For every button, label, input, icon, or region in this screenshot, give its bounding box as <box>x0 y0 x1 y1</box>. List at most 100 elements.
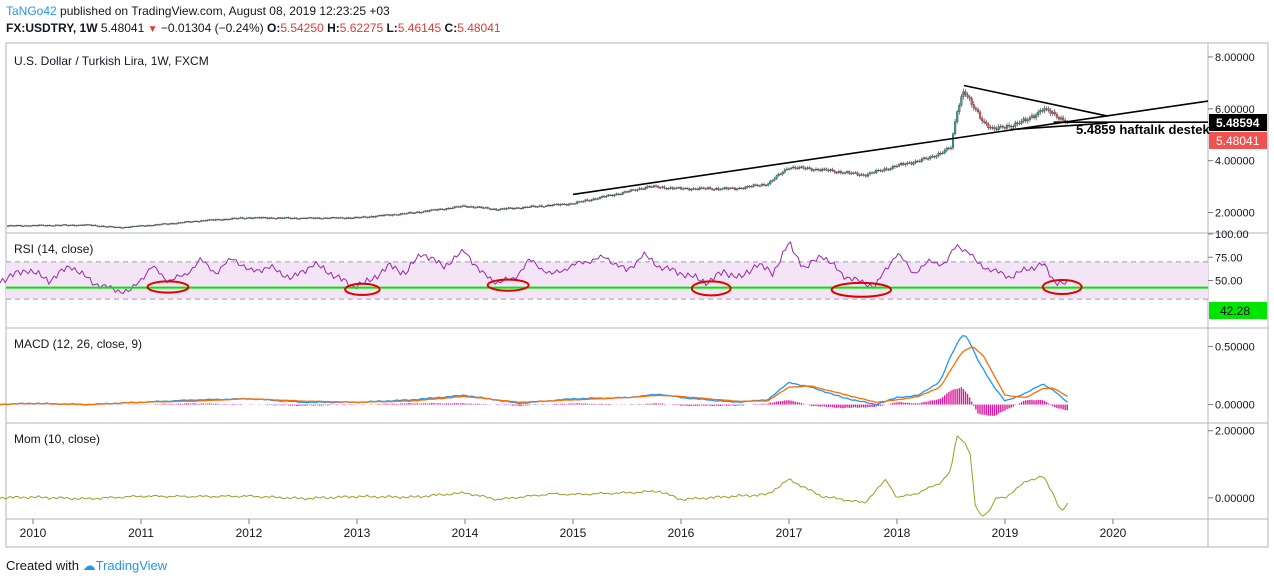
candle-body <box>247 217 251 219</box>
candle-body <box>100 225 103 227</box>
candle-body <box>565 204 568 206</box>
candle-body <box>686 188 689 190</box>
candle-body <box>490 208 494 211</box>
candle-body <box>584 199 587 202</box>
candle-body <box>123 227 126 229</box>
candle-body <box>395 214 398 216</box>
candle-body <box>910 162 913 165</box>
candle-body <box>154 224 157 226</box>
candle-body <box>1030 115 1034 118</box>
candle-body <box>389 214 392 216</box>
candle-body <box>517 207 521 209</box>
candle-body <box>628 191 631 193</box>
candle-body <box>879 169 882 172</box>
candle-body <box>931 156 934 158</box>
candle-body <box>738 187 741 189</box>
candle-body <box>422 211 425 213</box>
candle-body <box>684 188 687 190</box>
candle-body <box>976 109 980 113</box>
candle-body <box>121 227 124 229</box>
candle-body <box>418 211 421 213</box>
high-label: H: <box>327 21 340 35</box>
candle-body <box>295 217 298 220</box>
candle-body <box>137 225 140 227</box>
x-tick-label: 2020 <box>1100 526 1127 540</box>
candle-body <box>617 193 620 195</box>
candle-body <box>102 225 105 227</box>
candle-body <box>198 221 201 223</box>
candle-body <box>787 168 791 170</box>
candle-body <box>445 208 448 210</box>
candle-body <box>343 218 346 220</box>
candle-body <box>56 224 59 226</box>
candle-body <box>241 217 244 219</box>
candle-body <box>484 207 487 209</box>
candle-body <box>831 169 834 171</box>
candle-body <box>7 225 10 227</box>
candle-body <box>960 96 963 106</box>
candle-body <box>949 147 953 149</box>
candle-body <box>19 225 22 227</box>
candle-body <box>825 168 828 171</box>
candle-body <box>401 213 404 215</box>
candle-body <box>237 218 240 220</box>
candle-body <box>827 169 830 172</box>
candle-body <box>652 185 656 188</box>
candle-body <box>902 162 905 165</box>
publish-info: TaNGo42 published on TradingView.com, Au… <box>6 4 390 18</box>
candle-body <box>802 166 805 169</box>
candle-body <box>447 207 450 210</box>
candle-body <box>866 173 869 177</box>
candle-body <box>252 217 255 219</box>
candle-body <box>1010 126 1013 128</box>
author-link[interactable]: TaNGo42 <box>6 4 57 18</box>
rsi-highlight-ellipse-2016 <box>690 280 732 297</box>
candle-body <box>912 162 915 165</box>
candle-body <box>542 206 545 208</box>
candle-body <box>36 225 39 227</box>
open-value: 5.54250 <box>280 21 324 35</box>
candle-body <box>1035 114 1038 118</box>
candle-body <box>331 217 334 219</box>
candle-body <box>814 168 818 171</box>
candle-body <box>29 225 32 227</box>
trendlines[interactable] <box>572 84 1209 196</box>
candle-body <box>44 225 47 227</box>
candle-body <box>85 224 89 226</box>
candle-body <box>374 216 377 218</box>
candle-body <box>177 222 180 224</box>
tradingview-link[interactable]: TradingView <box>95 558 168 573</box>
candle-body <box>393 214 396 216</box>
candle-body <box>958 104 961 112</box>
candle-body <box>316 217 319 219</box>
rsi-highlight-ellipse-2013 <box>344 282 381 296</box>
candle-body <box>636 189 639 191</box>
candle-body <box>790 167 793 169</box>
y-tick-label-mom: 2.00000 <box>1215 426 1255 438</box>
candle-body <box>127 226 130 228</box>
candle-body <box>196 220 199 222</box>
rsi-value-badge-label: 42.28 <box>1220 304 1250 318</box>
trendline-rising-support <box>572 100 1209 196</box>
candle-body <box>206 219 209 222</box>
candle-body <box>891 165 894 169</box>
candle-body <box>324 217 327 219</box>
x-tick-label: 2019 <box>992 526 1019 540</box>
candle-body <box>73 224 76 226</box>
candle-body <box>607 194 610 197</box>
candle-body <box>54 224 57 226</box>
candle-body <box>472 206 475 208</box>
candle-body <box>704 188 707 190</box>
candle-body <box>553 204 556 206</box>
candle-body <box>50 225 53 227</box>
candle-body <box>104 226 107 228</box>
candle-body <box>760 184 764 186</box>
candle-body <box>733 187 737 190</box>
candle-body <box>717 188 720 190</box>
candle-body <box>414 212 417 214</box>
candle-body <box>736 188 739 190</box>
candle-body <box>675 187 678 189</box>
candle-body <box>1016 122 1019 124</box>
candle-body <box>530 205 533 208</box>
